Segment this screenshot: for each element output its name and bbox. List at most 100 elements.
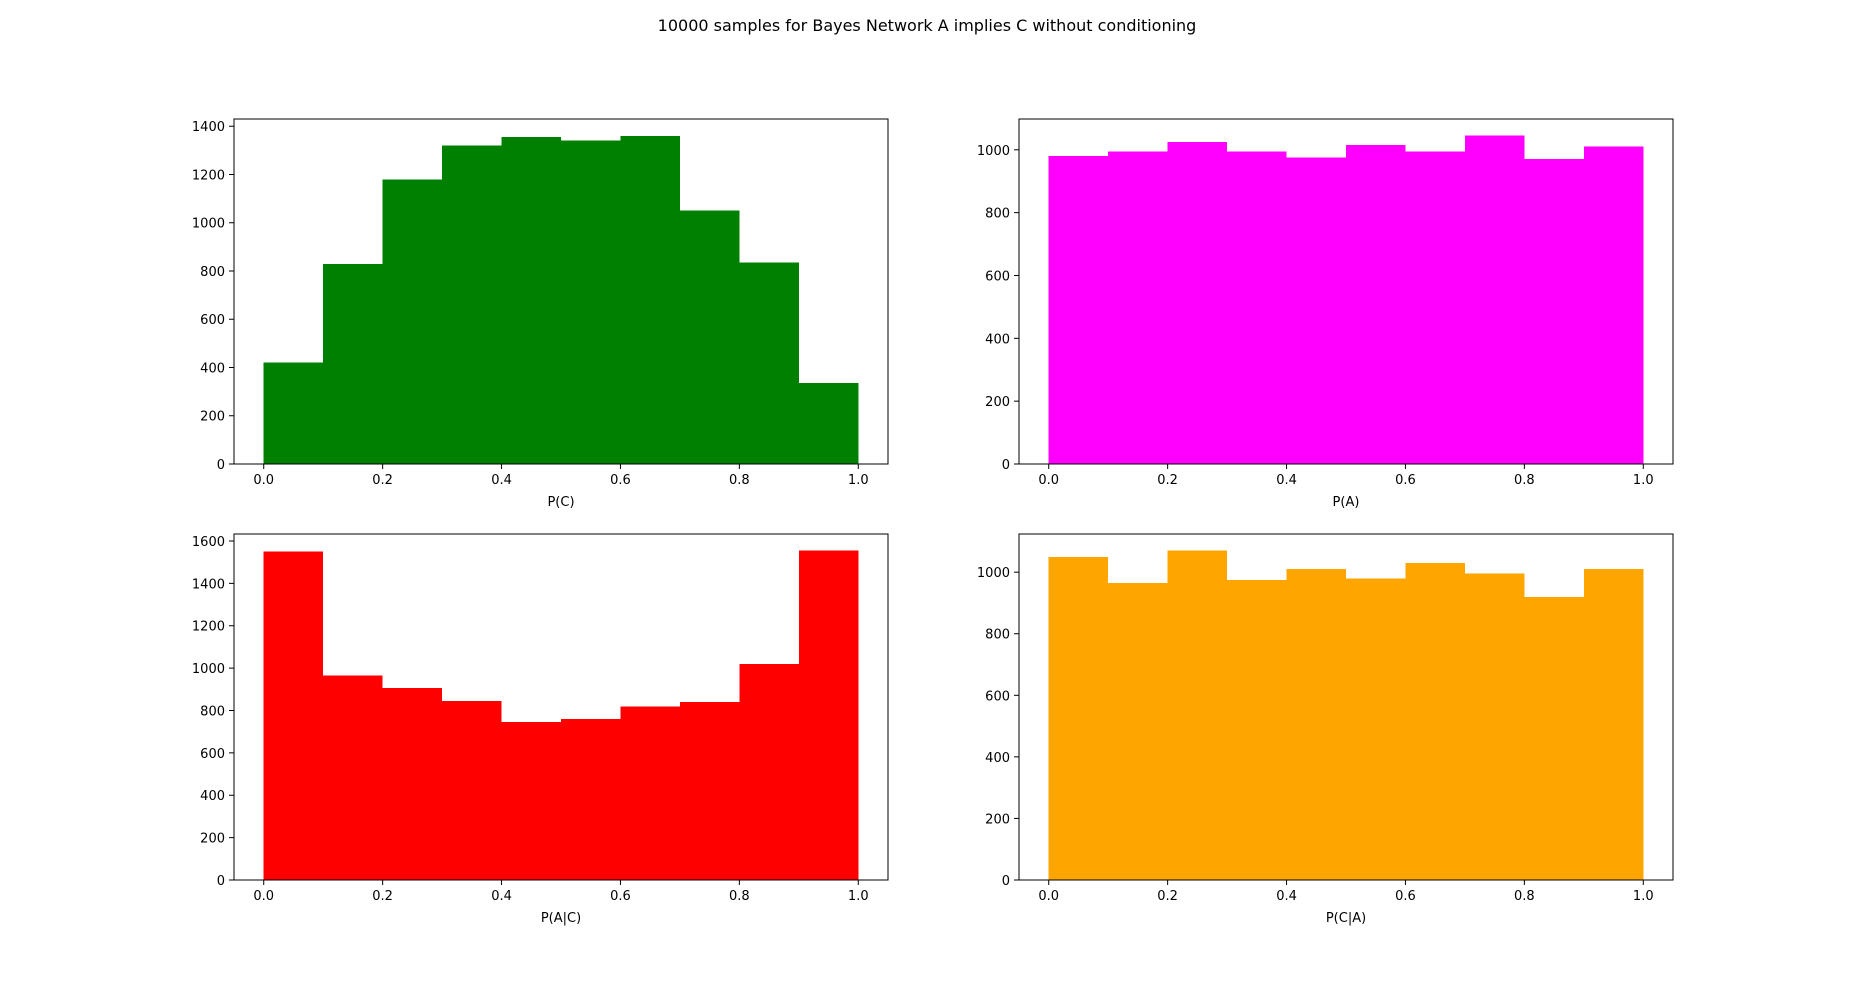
y-tick-label: 1000 — [192, 217, 225, 232]
histogram-bar — [382, 179, 443, 464]
y-tick-label: 600 — [985, 689, 1010, 704]
x-tick-label: 0.8 — [1514, 473, 1535, 488]
histogram-bar — [561, 718, 621, 880]
histogram-bar — [1286, 569, 1346, 880]
x-axis-label-p-a: P(A) — [1333, 495, 1360, 510]
histogram-bar — [1227, 579, 1287, 880]
histogram-bar — [1583, 569, 1644, 880]
x-tick-label: 0.8 — [1514, 889, 1535, 904]
histogram-bar — [1108, 582, 1168, 880]
x-tick-label: 0.4 — [1276, 473, 1297, 488]
y-tick-label: 0 — [1002, 458, 1010, 473]
y-tick-label: 800 — [200, 704, 225, 719]
histogram-bar — [1524, 596, 1584, 880]
x-tick-label: 1.0 — [1633, 889, 1654, 904]
axes-frame — [1018, 533, 1674, 881]
x-tick-label: 0.4 — [1276, 889, 1297, 904]
x-tick-label: 0.0 — [1038, 889, 1059, 904]
histogram-bar — [1167, 550, 1228, 880]
x-tick-label: 0.2 — [372, 889, 393, 904]
x-tick-label: 0.2 — [1157, 889, 1178, 904]
y-tick-label: 600 — [985, 269, 1010, 284]
histogram-bar — [739, 663, 799, 880]
histogram-bar — [263, 362, 324, 464]
histogram-bar — [263, 551, 324, 880]
x-axis-label-p-c-given-a: P(C|A) — [1326, 911, 1366, 926]
x-tick-label: 1.0 — [848, 889, 869, 904]
histogram-bar — [1346, 578, 1406, 880]
y-tick-label: 400 — [985, 751, 1010, 766]
y-tick-label: 1200 — [192, 168, 225, 183]
histogram-bar — [561, 140, 621, 464]
y-tick-label: 400 — [200, 789, 225, 804]
histogram-bar — [620, 706, 680, 880]
histogram-bar — [501, 722, 561, 880]
y-tick-label: 0 — [217, 458, 225, 473]
y-tick-label: 400 — [200, 361, 225, 376]
histogram-bar — [1286, 157, 1346, 465]
histogram-bar — [1405, 562, 1465, 880]
histogram-bar — [1048, 556, 1109, 880]
axes-frame — [233, 533, 889, 881]
y-tick-label: 800 — [985, 628, 1010, 643]
y-tick-label: 200 — [200, 832, 225, 847]
x-tick-label: 0.4 — [491, 473, 512, 488]
x-tick-label: 0.8 — [729, 473, 750, 488]
histogram-p-a-given-c: 0.0 0.2 0.4 0.6 0.8 1.0 0 200 400 600 800 1000 1200 1… — [192, 533, 889, 926]
x-axis-label-p-c: P(C) — [547, 495, 574, 510]
histogram-bar — [323, 263, 383, 464]
x-tick-label: 0.2 — [1157, 473, 1178, 488]
y-tick-label: 800 — [200, 265, 225, 280]
y-tick-label: 600 — [200, 313, 225, 328]
x-tick-label: 0.0 — [253, 889, 274, 904]
y-tick-label: 200 — [985, 812, 1010, 827]
axes-frame — [233, 118, 889, 465]
histogram-bar — [501, 137, 561, 464]
x-tick-label: 0.2 — [372, 473, 393, 488]
histogram-bar — [442, 700, 502, 880]
x-tick-label: 0.0 — [253, 473, 274, 488]
y-tick-label: 1000 — [192, 662, 225, 677]
histogram-bar — [1464, 573, 1525, 880]
y-tick-label: 200 — [985, 395, 1010, 410]
histogram-bar — [1227, 151, 1287, 464]
histogram-bar — [323, 675, 383, 880]
histogram-bar — [1167, 141, 1228, 464]
histogram-bar — [1048, 156, 1109, 464]
histogram-bar — [1524, 159, 1584, 465]
x-tick-label: 0.6 — [610, 889, 631, 904]
y-tick-label: 400 — [985, 332, 1010, 347]
y-tick-label: 1400 — [192, 577, 225, 592]
histogram-p-c-given-a: 0.0 0.2 0.4 0.6 0.8 1.0 0 200 400 600 800 1000 P(C|A… — [977, 533, 1674, 926]
y-tick-label: 1000 — [977, 144, 1010, 159]
y-tick-label: 800 — [985, 207, 1010, 222]
y-tick-label: 1000 — [977, 566, 1010, 581]
histogram-bar — [739, 262, 799, 464]
histogram-bar — [679, 702, 740, 880]
figure-title: 10000 samples for Bayes Network A implie… — [658, 16, 1197, 35]
histogram-bar — [1108, 151, 1168, 464]
histogram-bar — [679, 210, 740, 464]
histogram-bar — [1464, 135, 1525, 464]
y-tick-label: 1400 — [192, 120, 225, 135]
histogram-bar — [798, 383, 859, 464]
x-tick-label: 0.6 — [1395, 889, 1416, 904]
histogram-bar — [1346, 145, 1406, 465]
histogram-bar — [798, 550, 859, 880]
histogram-bar — [620, 135, 680, 464]
x-tick-label: 0.8 — [729, 889, 750, 904]
histogram-p-a: 0.0 0.2 0.4 0.6 0.8 1.0 0 200 400 600 800 1000 P(A) — [977, 118, 1674, 510]
y-tick-label: 0 — [1002, 874, 1010, 889]
x-tick-label: 1.0 — [1633, 473, 1654, 488]
histogram-bar — [1405, 151, 1465, 464]
x-tick-label: 1.0 — [848, 473, 869, 488]
axes-frame — [1018, 118, 1674, 465]
y-tick-label: 600 — [200, 747, 225, 762]
x-tick-label: 0.4 — [491, 889, 512, 904]
y-tick-label: 0 — [217, 874, 225, 889]
histogram-bar — [442, 145, 502, 465]
histogram-p-c: 0.0 0.2 0.4 0.6 0.8 1.0 0 200 400 600 800 1000 1200 1… — [192, 118, 889, 510]
y-tick-label: 1200 — [192, 620, 225, 635]
histogram-bar — [1583, 146, 1644, 464]
